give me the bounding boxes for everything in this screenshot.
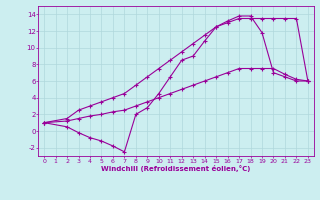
X-axis label: Windchill (Refroidissement éolien,°C): Windchill (Refroidissement éolien,°C) [101,165,251,172]
